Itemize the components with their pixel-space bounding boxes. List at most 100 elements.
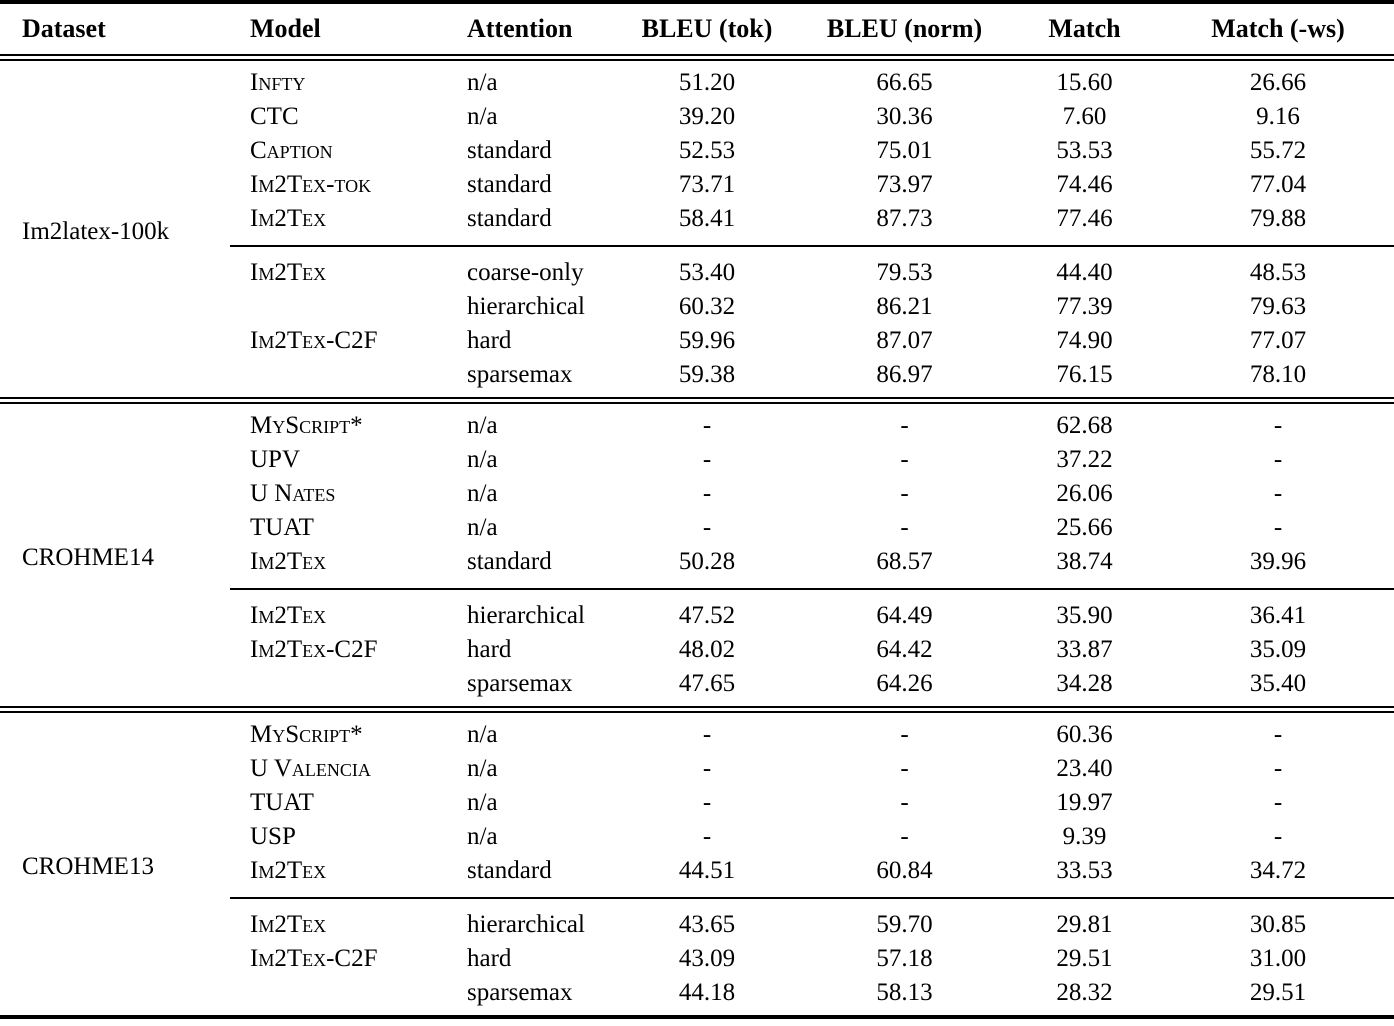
cell-match-ws: 26.66 [1249, 69, 1307, 96]
table-row: TUAT n/a - - 25.66 - [0, 511, 1394, 545]
table-row: CROHME14 MyScript* n/a - - 62.68 - [0, 404, 1394, 571]
cell-model: USP [250, 823, 296, 850]
table-row: sparsemax 47.65 64.26 34.28 35.40 [0, 667, 1394, 706]
table-row: Im2Tex-C2F hard 59.96 87.07 74.90 77.07 [0, 324, 1394, 358]
section-divider [0, 397, 1394, 404]
cell-bleu-tok: 48.02 [678, 636, 736, 663]
column-header-attention: Attention [467, 14, 573, 43]
cell-match-ws: - [1273, 755, 1283, 782]
table-row: Im2Tex-C2F hard 43.09 57.18 29.51 31.00 [0, 942, 1394, 976]
cell-match: 26.06 [1056, 480, 1113, 507]
cell-dataset: CROHME14 [22, 543, 154, 571]
cell-attention: hard [467, 945, 512, 972]
table-row: USP n/a - - 9.39 - [0, 820, 1394, 854]
cell-bleu-tok: 73.71 [678, 171, 736, 198]
cell-bleu-norm: - [900, 412, 909, 439]
cell-match: 44.40 [1007, 245, 1162, 290]
cell-attention: sparsemax [467, 361, 573, 388]
cell-match-ws: - [1273, 514, 1283, 541]
table-row: CROHME13 MyScript* n/a - - 60.36 - [0, 713, 1394, 880]
cell-model: Im2Tex [250, 857, 327, 884]
cell-bleu-tok: 44.51 [678, 857, 736, 884]
cell-bleu-tok: 53.40 [612, 245, 802, 290]
cell-model: U Valencia [250, 755, 371, 782]
cell-bleu-norm: 86.21 [876, 293, 933, 320]
cell-attention: n/a [467, 514, 498, 541]
cell-match: 9.39 [1062, 823, 1107, 850]
cell-attention: n/a [467, 69, 498, 96]
table-row: Im2Tex standard 58.41 87.73 77.46 79.88 [0, 202, 1394, 246]
cell-match-ws: - [1273, 480, 1283, 507]
cell-attention: hierarchical [452, 588, 612, 633]
cell-match-ws: 48.53 [1162, 245, 1394, 290]
table-row: UPV n/a - - 37.22 - [0, 443, 1394, 477]
cell-model: TUAT [250, 789, 314, 816]
cell-match: 28.32 [1056, 979, 1113, 1006]
cell-attention: n/a [467, 480, 498, 507]
cell-match-ws: 79.88 [1249, 205, 1307, 232]
cell-attention: n/a [467, 721, 498, 748]
cell-bleu-tok: - [702, 755, 712, 782]
header-divider [0, 54, 1394, 61]
table-row: Caption standard 52.53 75.01 53.53 55.72 [0, 134, 1394, 168]
cell-model: Im2Tex [230, 588, 452, 633]
cell-attention: standard [467, 171, 552, 198]
cell-model [230, 290, 452, 324]
cell-attention: hierarchical [452, 897, 612, 942]
cell-match: 53.53 [1056, 137, 1113, 164]
cell-attention: hard [467, 636, 512, 663]
cell-model: UPV [250, 446, 301, 473]
cell-attention: n/a [467, 789, 498, 816]
cell-model: MyScript* [250, 412, 363, 439]
cell-attention: n/a [467, 755, 498, 782]
cell-bleu-tok: 47.52 [612, 588, 802, 633]
cell-match: 77.39 [1056, 293, 1113, 320]
cell-bleu-tok: 59.96 [678, 327, 736, 354]
cell-match: 62.68 [1056, 412, 1113, 439]
cell-match-ws: 29.51 [1249, 979, 1307, 1006]
cell-bleu-tok: - [702, 446, 712, 473]
cell-match: 74.46 [1056, 171, 1113, 198]
cell-bleu-norm: 86.97 [876, 361, 933, 388]
cell-bleu-norm: 87.73 [876, 205, 933, 232]
cell-match: 34.28 [1056, 670, 1113, 697]
cell-bleu-norm: - [900, 480, 909, 507]
cell-attention: hierarchical [467, 293, 585, 320]
cell-model [230, 667, 452, 706]
cell-match-ws: 34.72 [1249, 857, 1307, 884]
table-row: Im2Tex hierarchical 47.52 64.49 35.90 36.41 [0, 588, 1394, 633]
cell-bleu-norm: 58.13 [876, 979, 933, 1006]
cell-bleu-tok: 59.38 [678, 361, 736, 388]
cell-bleu-norm: 59.70 [802, 897, 1007, 942]
cell-attention: standard [467, 857, 552, 884]
cell-model: Im2Tex-C2F [250, 327, 378, 354]
cell-attention: n/a [467, 103, 498, 130]
cell-bleu-tok: - [702, 721, 712, 748]
cell-match-ws: 30.85 [1162, 897, 1394, 942]
cell-model: Infty [250, 69, 306, 96]
cell-match: 38.74 [1056, 548, 1113, 575]
section-divider-line [0, 706, 1394, 713]
cell-bleu-norm: - [900, 446, 909, 473]
cell-bleu-tok: 43.65 [612, 897, 802, 942]
cell-match-ws: 77.07 [1249, 327, 1307, 354]
cell-match-ws: 36.41 [1162, 588, 1394, 633]
cell-attention: sparsemax [467, 670, 573, 697]
cell-match: 25.66 [1056, 514, 1113, 541]
cell-match-ws: - [1273, 789, 1283, 816]
cell-bleu-norm: 87.07 [876, 327, 933, 354]
cell-bleu-norm: 68.57 [876, 548, 933, 575]
header-divider-line [0, 54, 1394, 61]
cell-attention: standard [467, 548, 552, 575]
cell-bleu-tok: 51.20 [678, 69, 736, 96]
cell-bleu-tok: 44.18 [678, 979, 736, 1006]
column-header-bleu-tok: BLEU (tok) [641, 14, 773, 43]
cell-model: U Nates [250, 480, 336, 507]
cell-match: 76.15 [1056, 361, 1113, 388]
cell-match: 7.60 [1062, 103, 1107, 130]
cell-match: 29.51 [1056, 945, 1113, 972]
cell-match: 23.40 [1056, 755, 1113, 782]
cell-attention: n/a [467, 412, 498, 439]
cell-attention: n/a [467, 446, 498, 473]
cell-model: Caption [250, 137, 333, 164]
